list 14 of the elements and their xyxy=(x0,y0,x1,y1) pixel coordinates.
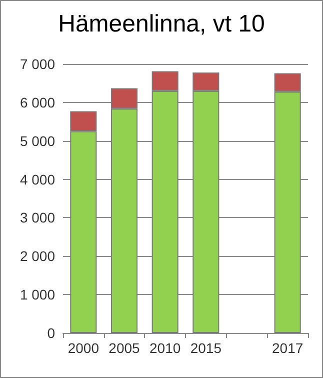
y-tick-label: 2 000 xyxy=(20,248,56,264)
y-tick-label: 3 000 xyxy=(20,210,56,226)
x-tick-label: 2010 xyxy=(150,340,181,356)
y-tick-label: 6 000 xyxy=(20,94,56,110)
y-tick-label: 4 000 xyxy=(20,171,56,188)
chart-title: Hämeenlinna, vt 10 xyxy=(58,10,265,38)
y-tick-label: 0 xyxy=(47,325,56,341)
y-tick-label: 7 000 xyxy=(20,56,56,72)
y-tick-label: 5 000 xyxy=(20,132,56,149)
x-tick-label: 2017 xyxy=(272,340,304,356)
x-tick-label: 2000 xyxy=(68,340,100,356)
x-tick-label: 2015 xyxy=(190,340,222,356)
x-tick-label: 2005 xyxy=(108,340,140,356)
y-tick-label: 1 000 xyxy=(20,286,56,303)
